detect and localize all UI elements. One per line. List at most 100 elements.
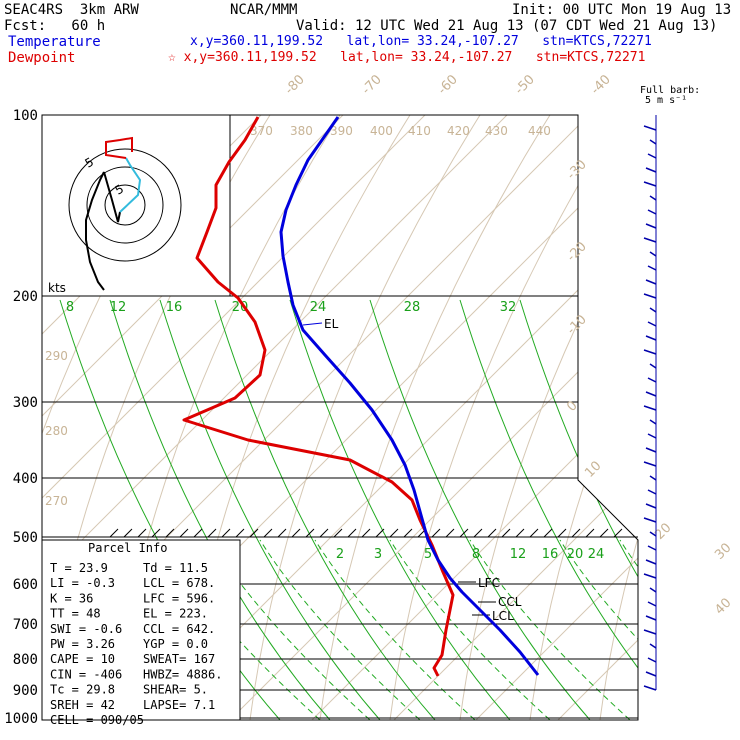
wind-barb (649, 475, 657, 481)
isotherm-line (42, 115, 508, 720)
isotherm-line (722, 115, 740, 720)
dry-adiabat-line (389, 115, 621, 720)
parcel-info-right: Td = 11.5 (143, 561, 208, 575)
wind-barb (645, 615, 657, 621)
wind-barb (649, 307, 657, 313)
parcel-info-box: Parcel Info T = 23.9 Td = 11.5 LI = -0.3 LCL… (41, 539, 241, 727)
dewpoint-line (182, 116, 455, 677)
wind-barb (645, 279, 657, 285)
wind-barb (647, 545, 657, 551)
wind-barb (647, 433, 657, 439)
wind-barb (645, 559, 657, 565)
dry-adiabat-line (670, 115, 740, 720)
isotherm-line (475, 115, 638, 720)
theta-label: 400 (370, 124, 393, 138)
wind-barb (643, 573, 657, 579)
hodograph-ring (104, 184, 146, 226)
tick-mark (109, 528, 119, 538)
wind-barbs (643, 115, 657, 691)
tick-mark (571, 528, 581, 538)
mixing-ratio-line (369, 299, 591, 720)
tick-mark (319, 528, 329, 538)
parcel-info-left: Tc = 29.8 (50, 683, 115, 697)
parcel-info-left: CIN = -406 (50, 667, 122, 681)
mixing-ratio-label: 32 (500, 300, 517, 315)
mixing-ratio-label: 24 (310, 300, 327, 315)
pressure-label-100: 100 (13, 108, 38, 124)
parcel-info-left: K = 36 (50, 591, 93, 605)
tick-mark (347, 528, 357, 538)
pressure-label-500: 500 (13, 530, 38, 546)
wind-barb (649, 531, 657, 537)
isotherm-label: -20 (564, 239, 590, 265)
tick-mark (501, 528, 511, 538)
dewpoint-legend: Dewpoint (8, 50, 76, 66)
moist-adiabat-line (680, 540, 740, 720)
temperature-legend: Temperature (8, 34, 101, 50)
wind-barb (647, 601, 657, 607)
wind-barb (645, 447, 657, 453)
tick-mark (431, 528, 441, 538)
tick-mark (361, 528, 371, 538)
wind-barb (643, 461, 657, 467)
tick-mark (389, 528, 399, 538)
ccl-marker: CCL (498, 595, 522, 609)
temperature-line (279, 116, 540, 676)
wind-barb (649, 643, 657, 649)
mixing-ratio-label: 12 (510, 547, 527, 562)
moist-adiabat-line (389, 539, 551, 720)
parcel-info-left: T = 23.9 (50, 561, 108, 575)
tick-mark (137, 528, 147, 538)
wind-barb (647, 153, 657, 159)
wind-barb (649, 251, 657, 257)
parcel-info-left: CAPE = 10 (50, 652, 115, 666)
moist-adiabat-line (314, 539, 476, 720)
pressure-label-600: 600 (13, 577, 38, 593)
mixing-ratio-label: 20 (567, 547, 584, 562)
theta-label: 290 (45, 349, 68, 363)
mixing-ratio-line (289, 299, 511, 720)
hodograph-trace-mid (103, 171, 121, 223)
wind-barb (647, 489, 657, 495)
el-marker: EL (324, 317, 339, 331)
isotherm-label: -10 (564, 312, 590, 338)
wind-barb (645, 391, 657, 397)
isotherm-label: 40 (712, 596, 734, 618)
tick-mark (221, 528, 231, 538)
isotherm-label: -40 (588, 72, 614, 98)
parcel-info-frame (41, 539, 241, 721)
parcel-info-left: PW = 3.26 (50, 637, 115, 651)
mixing-ratio-label: 12 (110, 300, 127, 315)
tick-mark (207, 528, 217, 538)
theta-label: 440 (528, 124, 551, 138)
valid-time: Valid: 12 UTC Wed 21 Aug 13 (07 CDT Wed … (296, 18, 718, 34)
plot-outline (41, 114, 639, 721)
wind-barb (643, 293, 657, 299)
theta-label: 370 (250, 124, 273, 138)
wind-barb (647, 377, 657, 383)
mixing-ratio-line (519, 299, 638, 720)
isotherm-label: -30 (564, 157, 590, 183)
mixing-ratio-line (159, 299, 381, 720)
el-marker-line (302, 322, 323, 326)
forecast-hour: Fcst: 60 h (4, 18, 106, 34)
init-time: Init: 00 UTC Mon 19 Aug 13 (512, 2, 732, 18)
theta-label: 390 (330, 124, 353, 138)
tick-mark (599, 528, 609, 538)
tick-mark (613, 528, 623, 538)
wind-barb (643, 181, 657, 187)
isotherm-label: -70 (359, 72, 385, 98)
wind-barb (649, 419, 657, 425)
wind-barb (643, 125, 657, 131)
full-barb-label: Full barb: (640, 85, 701, 96)
mixing-ratio-label: 28 (404, 300, 421, 315)
theta-label: 280 (45, 424, 68, 438)
hodograph-trace-top (105, 136, 133, 159)
parcel-info-left: SREH = 42 (50, 698, 115, 712)
dry-adiabat-line (319, 115, 551, 720)
wind-barb (643, 517, 657, 523)
wind-barb (649, 363, 657, 369)
tick-mark (179, 528, 189, 538)
wind-barb (645, 671, 657, 677)
